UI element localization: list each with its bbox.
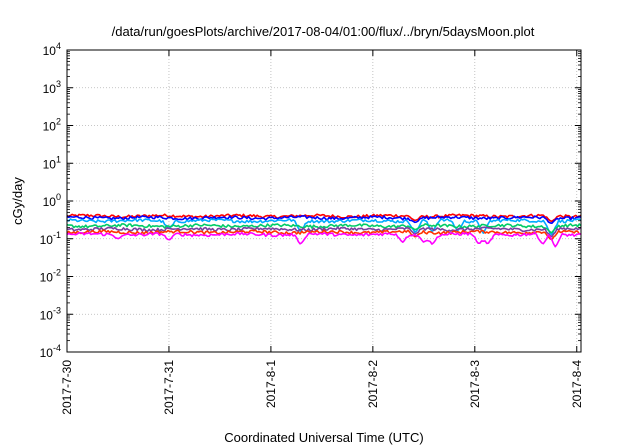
grid [67,50,581,352]
y-tick-label: 10-2 [40,268,61,285]
x-tick-label: 2017-7-30 [60,360,74,415]
y-tick-label: 10-3 [40,305,61,322]
chart-title: /data/run/goesPlots/archive/2017-08-04/0… [112,24,535,39]
y-tick-label: 102 [43,117,61,134]
y-tick-label: 104 [43,41,61,58]
series-line [66,229,582,241]
x-tick-label: 2017-8-1 [264,360,278,408]
series-line [66,213,582,223]
y-tick-label: 10-1 [40,230,61,247]
x-axis-label: Coordinated Universal Time (UTC) [224,430,423,445]
x-axis: 2017-7-30 2017-7-31 2017-8-1 2017-8-2 2017-8… [60,50,584,415]
x-tick-label: 2017-8-3 [468,360,482,408]
y-tick-label: 101 [43,154,61,171]
series-line [66,231,582,248]
series-line [66,215,582,224]
x-tick-label: 2017-7-31 [162,360,176,415]
y-axis-label: cGy/day [10,177,25,225]
x-tick-label: 2017-8-2 [366,360,380,408]
y-tick-label: 10-4 [40,343,61,360]
y-tick-label: 103 [43,79,61,96]
series-line [66,218,582,236]
series-line [66,226,582,238]
series-group [66,213,582,248]
y-tick-label: 100 [43,192,61,209]
x-tick-label: 2017-8-4 [570,360,584,408]
plot-frame [66,49,582,353]
series-line [66,223,582,234]
y-axis: 10-4 10-3 10-2 10-1 100 101 102 103 104 [40,41,581,360]
